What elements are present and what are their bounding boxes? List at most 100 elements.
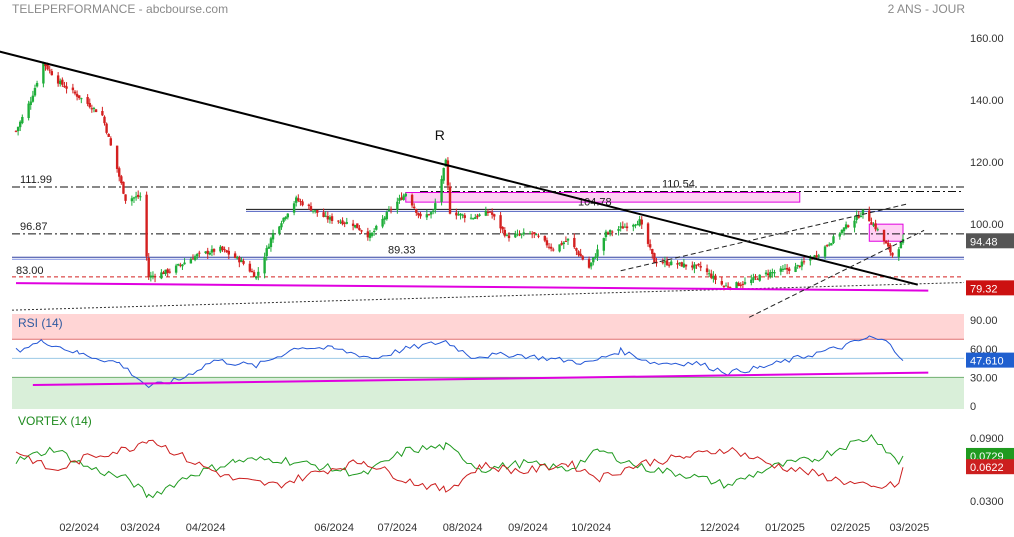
candle-body-64 — [204, 251, 207, 254]
candle-body-156 — [474, 217, 477, 219]
candle-body-104 — [322, 212, 325, 217]
candle-body-113 — [345, 222, 348, 224]
candle-body-239 — [720, 281, 724, 285]
candle-body-106 — [326, 216, 330, 220]
candle-body-259 — [779, 268, 783, 272]
candle-body-206 — [621, 226, 624, 229]
candle-body-67 — [210, 249, 214, 253]
candle-body-11 — [46, 64, 49, 70]
candle-body-126 — [385, 212, 389, 220]
candle-body-286 — [857, 215, 860, 218]
candle-body-141 — [429, 212, 433, 215]
candle-body-82 — [254, 276, 258, 279]
candle-body-220 — [663, 261, 667, 263]
candle-body-27 — [92, 107, 96, 109]
candle-body-273 — [817, 255, 820, 257]
candle-body-128 — [389, 209, 393, 211]
candle-body-151 — [459, 213, 462, 216]
candle-body-19 — [71, 87, 75, 91]
candle-body-50 — [162, 272, 165, 275]
candle-body-275 — [825, 245, 829, 247]
candle-body-34 — [115, 145, 119, 169]
price-badge-bg — [966, 233, 1014, 249]
candle-body-262 — [785, 267, 789, 270]
candle-body-58 — [183, 262, 186, 265]
candle-body-12 — [48, 69, 51, 71]
candle-body-176 — [533, 232, 536, 234]
chart-title: TELEPERFORMANCE - abcbourse.com — [12, 2, 229, 16]
candle-body-22 — [78, 95, 81, 99]
candle-body-162 — [490, 212, 494, 215]
candle-body-5 — [29, 101, 32, 105]
candle-body-28 — [94, 109, 98, 113]
candle-body-148 — [448, 186, 452, 214]
candle-body-246 — [739, 284, 742, 286]
candle-body-1 — [16, 126, 20, 132]
candle-body-38 — [124, 194, 127, 201]
candle-body-92 — [284, 216, 287, 219]
candle-body-211 — [636, 224, 639, 226]
candle-body-215 — [648, 244, 652, 248]
candle-body-284 — [853, 220, 856, 228]
candle-body-42 — [136, 194, 140, 197]
candle-body-234 — [705, 268, 709, 273]
candle-body-223 — [670, 261, 673, 266]
candle-body-84 — [263, 256, 266, 274]
candle-body-39 — [130, 198, 134, 202]
candle-body-91 — [282, 217, 285, 222]
price-badge: 94.48 — [970, 236, 998, 248]
candle-body-53 — [168, 271, 172, 273]
candle-body-111 — [341, 220, 344, 225]
candle-body-107 — [328, 217, 332, 220]
candle-body-158 — [478, 214, 481, 217]
candle-body-94 — [292, 203, 296, 213]
candle-body-232 — [697, 263, 700, 266]
annotation-0: R — [435, 127, 445, 143]
candle-body-181 — [547, 246, 551, 248]
candle-body-134 — [410, 194, 414, 206]
downtrend-line — [0, 50, 918, 286]
candle-body-77 — [240, 259, 243, 262]
candle-body-10 — [44, 62, 47, 67]
candle-body-216 — [651, 248, 654, 254]
candle-body-41 — [134, 196, 138, 198]
candle-body-189 — [573, 237, 576, 248]
candle-body-61 — [193, 256, 197, 261]
candle-body-154 — [469, 217, 473, 219]
candle-body-18 — [65, 86, 68, 89]
candle-body-249 — [750, 279, 753, 284]
candle-body-235 — [707, 273, 711, 275]
candle-body-190 — [575, 248, 578, 251]
x-tick-1: 03/2024 — [120, 522, 160, 534]
low-badge-bg — [966, 280, 1014, 296]
x-tick-6: 09/2024 — [508, 522, 548, 534]
candle-body-3 — [21, 116, 24, 124]
candle-body-168 — [507, 235, 511, 239]
x-tick-4: 07/2024 — [377, 522, 417, 534]
candle-body-179 — [543, 235, 547, 241]
candle-body-7 — [33, 87, 37, 96]
candle-body-260 — [781, 268, 785, 270]
candle-body-177 — [535, 234, 538, 236]
candle-body-31 — [105, 123, 108, 133]
candle-body-184 — [558, 244, 561, 252]
candle-body-2 — [19, 121, 22, 128]
candle-body-105 — [324, 215, 327, 217]
candle-body-120 — [368, 234, 372, 238]
candle-body-274 — [823, 246, 827, 257]
candle-body-75 — [236, 257, 239, 259]
candle-body-45 — [147, 257, 150, 278]
candle-body-16 — [61, 79, 64, 85]
candle-body-192 — [579, 253, 582, 257]
candle-body-54 — [174, 265, 178, 273]
candle-body-121 — [370, 232, 374, 236]
candle-body-119 — [366, 231, 370, 238]
candle-body-205 — [619, 226, 622, 228]
candle-body-295 — [884, 241, 888, 244]
level-label-4: 89.33 — [388, 244, 416, 256]
candle-body-29 — [101, 111, 104, 116]
candle-body-6 — [31, 95, 35, 102]
candle-body-8 — [35, 82, 39, 87]
candle-body-294 — [882, 229, 886, 242]
candle-body-188 — [566, 238, 570, 241]
